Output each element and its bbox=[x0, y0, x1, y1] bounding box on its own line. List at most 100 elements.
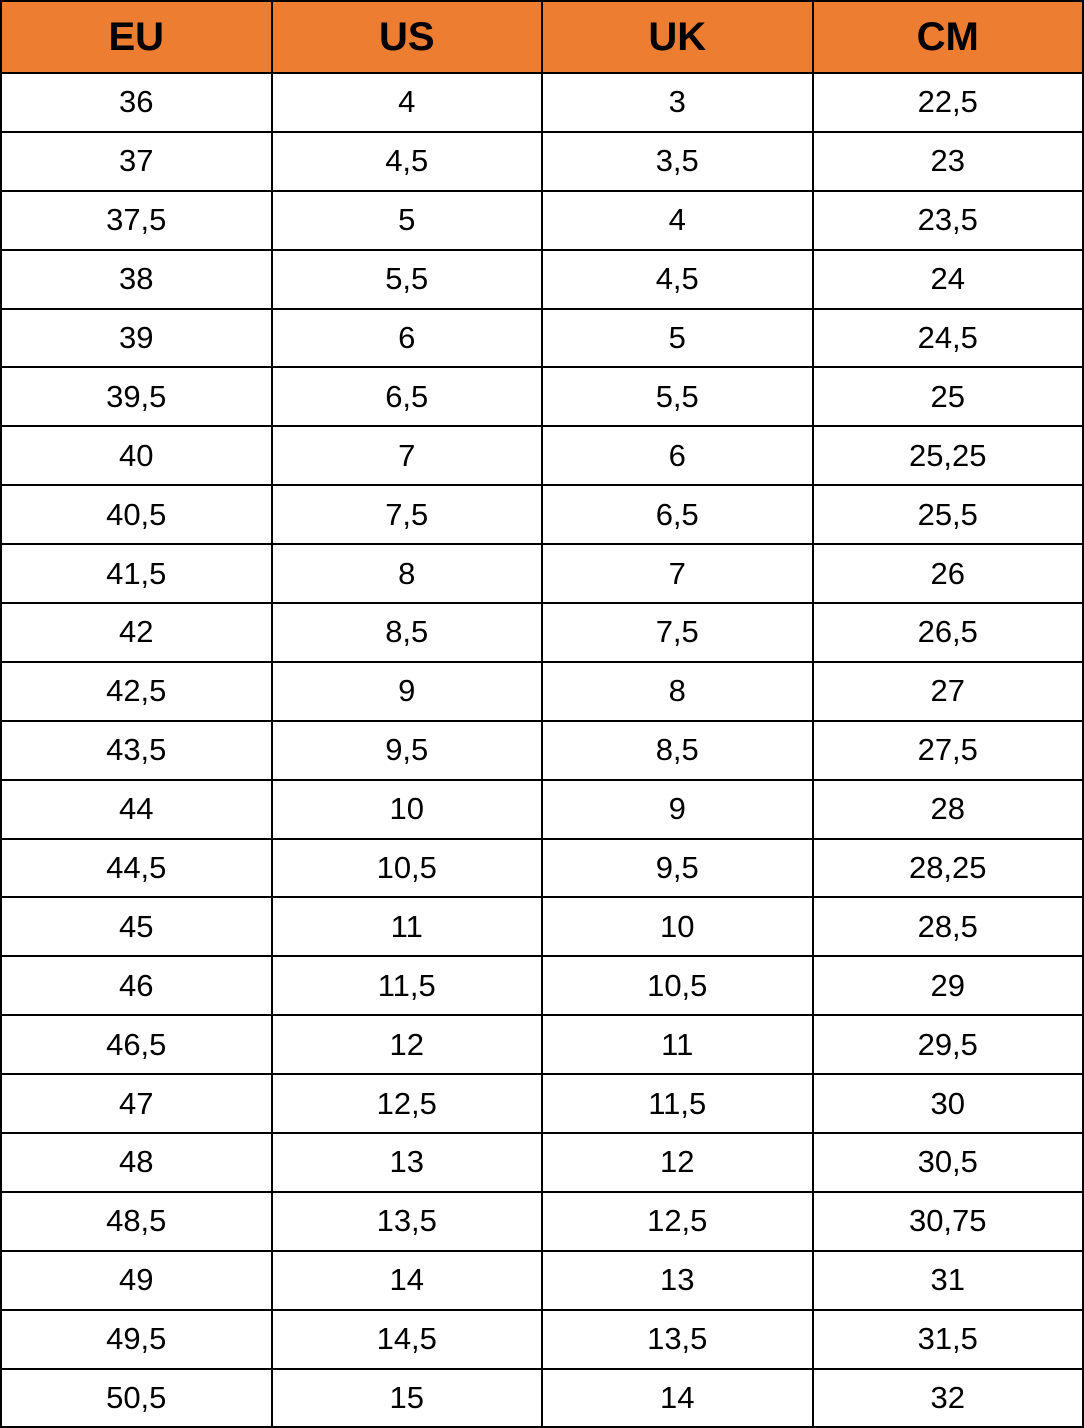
cell-cm: 31 bbox=[811, 1249, 1084, 1311]
cell-us: 15 bbox=[270, 1367, 543, 1428]
table-row: 39 6 5 24,5 bbox=[0, 307, 1084, 369]
cell-eu: 49,5 bbox=[0, 1308, 273, 1370]
table-row: 36 4 3 22,5 bbox=[0, 72, 1084, 133]
cell-cm: 25,25 bbox=[811, 425, 1084, 487]
column-header-uk: UK bbox=[541, 0, 814, 74]
table-row: 48 13 12 30,5 bbox=[0, 1132, 1084, 1193]
table-row: 42,5 9 8 27 bbox=[0, 660, 1084, 722]
cell-eu: 45 bbox=[0, 896, 273, 958]
table-row: 42 8,5 7,5 26,5 bbox=[0, 602, 1084, 663]
cell-cm: 23 bbox=[811, 130, 1084, 192]
table-row: 47 12,5 11,5 30 bbox=[0, 1073, 1084, 1135]
cell-us: 12 bbox=[270, 1014, 543, 1076]
cell-us: 10,5 bbox=[270, 837, 543, 899]
cell-uk: 11 bbox=[541, 1014, 814, 1076]
cell-cm: 28,25 bbox=[811, 837, 1084, 899]
cell-eu: 46,5 bbox=[0, 1014, 273, 1076]
cell-cm: 23,5 bbox=[811, 189, 1084, 251]
cell-cm: 28,5 bbox=[811, 896, 1084, 958]
cell-cm: 24 bbox=[811, 248, 1084, 310]
cell-us: 6,5 bbox=[270, 366, 543, 428]
table-row: 39,5 6,5 5,5 25 bbox=[0, 366, 1084, 428]
cell-uk: 12 bbox=[541, 1132, 814, 1193]
cell-uk: 7,5 bbox=[541, 602, 814, 663]
cell-us: 8,5 bbox=[270, 602, 543, 663]
table-row: 48,5 13,5 12,5 30,75 bbox=[0, 1190, 1084, 1252]
cell-uk: 4 bbox=[541, 189, 814, 251]
cell-us: 10 bbox=[270, 778, 543, 840]
cell-eu: 48,5 bbox=[0, 1190, 273, 1252]
cell-cm: 30,75 bbox=[811, 1190, 1084, 1252]
cell-cm: 27,5 bbox=[811, 719, 1084, 781]
cell-eu: 39 bbox=[0, 307, 273, 369]
cell-cm: 30,5 bbox=[811, 1132, 1084, 1193]
cell-eu: 42,5 bbox=[0, 660, 273, 722]
cell-us: 11,5 bbox=[270, 955, 543, 1017]
cell-uk: 7 bbox=[541, 543, 814, 605]
cell-us: 14 bbox=[270, 1249, 543, 1311]
cell-uk: 3 bbox=[541, 72, 814, 133]
cell-uk: 3,5 bbox=[541, 130, 814, 192]
table-row: 50,5 15 14 32 bbox=[0, 1367, 1084, 1428]
cell-uk: 8,5 bbox=[541, 719, 814, 781]
table-row: 37 4,5 3,5 23 bbox=[0, 130, 1084, 192]
table-row: 44 10 9 28 bbox=[0, 778, 1084, 840]
cell-uk: 4,5 bbox=[541, 248, 814, 310]
table-row: 37,5 5 4 23,5 bbox=[0, 189, 1084, 251]
header-row: EU US UK CM bbox=[0, 0, 1084, 74]
cell-us: 5,5 bbox=[270, 248, 543, 310]
table-row: 44,5 10,5 9,5 28,25 bbox=[0, 837, 1084, 899]
cell-uk: 6 bbox=[541, 425, 814, 487]
cell-uk: 9 bbox=[541, 778, 814, 840]
cell-cm: 31,5 bbox=[811, 1308, 1084, 1370]
cell-us: 8 bbox=[270, 543, 543, 605]
cell-cm: 32 bbox=[811, 1367, 1084, 1428]
cell-us: 14,5 bbox=[270, 1308, 543, 1370]
cell-eu: 49 bbox=[0, 1249, 273, 1311]
table-row: 40,5 7,5 6,5 25,5 bbox=[0, 484, 1084, 546]
cell-eu: 48 bbox=[0, 1132, 273, 1193]
cell-uk: 6,5 bbox=[541, 484, 814, 546]
cell-uk: 12,5 bbox=[541, 1190, 814, 1252]
cell-us: 13 bbox=[270, 1132, 543, 1193]
cell-uk: 11,5 bbox=[541, 1073, 814, 1135]
cell-us: 9,5 bbox=[270, 719, 543, 781]
cell-eu: 38 bbox=[0, 248, 273, 310]
column-header-us: US bbox=[270, 0, 543, 74]
cell-uk: 13 bbox=[541, 1249, 814, 1311]
table-row: 49,5 14,5 13,5 31,5 bbox=[0, 1308, 1084, 1370]
cell-us: 7 bbox=[270, 425, 543, 487]
cell-eu: 40,5 bbox=[0, 484, 273, 546]
cell-cm: 25 bbox=[811, 366, 1084, 428]
cell-eu: 39,5 bbox=[0, 366, 273, 428]
cell-eu: 50,5 bbox=[0, 1367, 273, 1428]
cell-uk: 14 bbox=[541, 1367, 814, 1428]
table-row: 49 14 13 31 bbox=[0, 1249, 1084, 1311]
cell-eu: 43,5 bbox=[0, 719, 273, 781]
cell-us: 7,5 bbox=[270, 484, 543, 546]
cell-uk: 5 bbox=[541, 307, 814, 369]
table-row: 46 11,5 10,5 29 bbox=[0, 955, 1084, 1017]
cell-eu: 37 bbox=[0, 130, 273, 192]
table-row: 43,5 9,5 8,5 27,5 bbox=[0, 719, 1084, 781]
cell-uk: 13,5 bbox=[541, 1308, 814, 1370]
cell-eu: 47 bbox=[0, 1073, 273, 1135]
cell-us: 5 bbox=[270, 189, 543, 251]
table-row: 38 5,5 4,5 24 bbox=[0, 248, 1084, 310]
cell-us: 6 bbox=[270, 307, 543, 369]
cell-cm: 24,5 bbox=[811, 307, 1084, 369]
cell-us: 12,5 bbox=[270, 1073, 543, 1135]
cell-us: 11 bbox=[270, 896, 543, 958]
cell-cm: 22,5 bbox=[811, 72, 1084, 133]
cell-us: 4 bbox=[270, 72, 543, 133]
cell-us: 9 bbox=[270, 660, 543, 722]
cell-uk: 10,5 bbox=[541, 955, 814, 1017]
cell-cm: 26 bbox=[811, 543, 1084, 605]
column-header-eu: EU bbox=[0, 0, 273, 74]
cell-cm: 26,5 bbox=[811, 602, 1084, 663]
cell-eu: 40 bbox=[0, 425, 273, 487]
cell-uk: 5,5 bbox=[541, 366, 814, 428]
cell-cm: 28 bbox=[811, 778, 1084, 840]
cell-uk: 8 bbox=[541, 660, 814, 722]
